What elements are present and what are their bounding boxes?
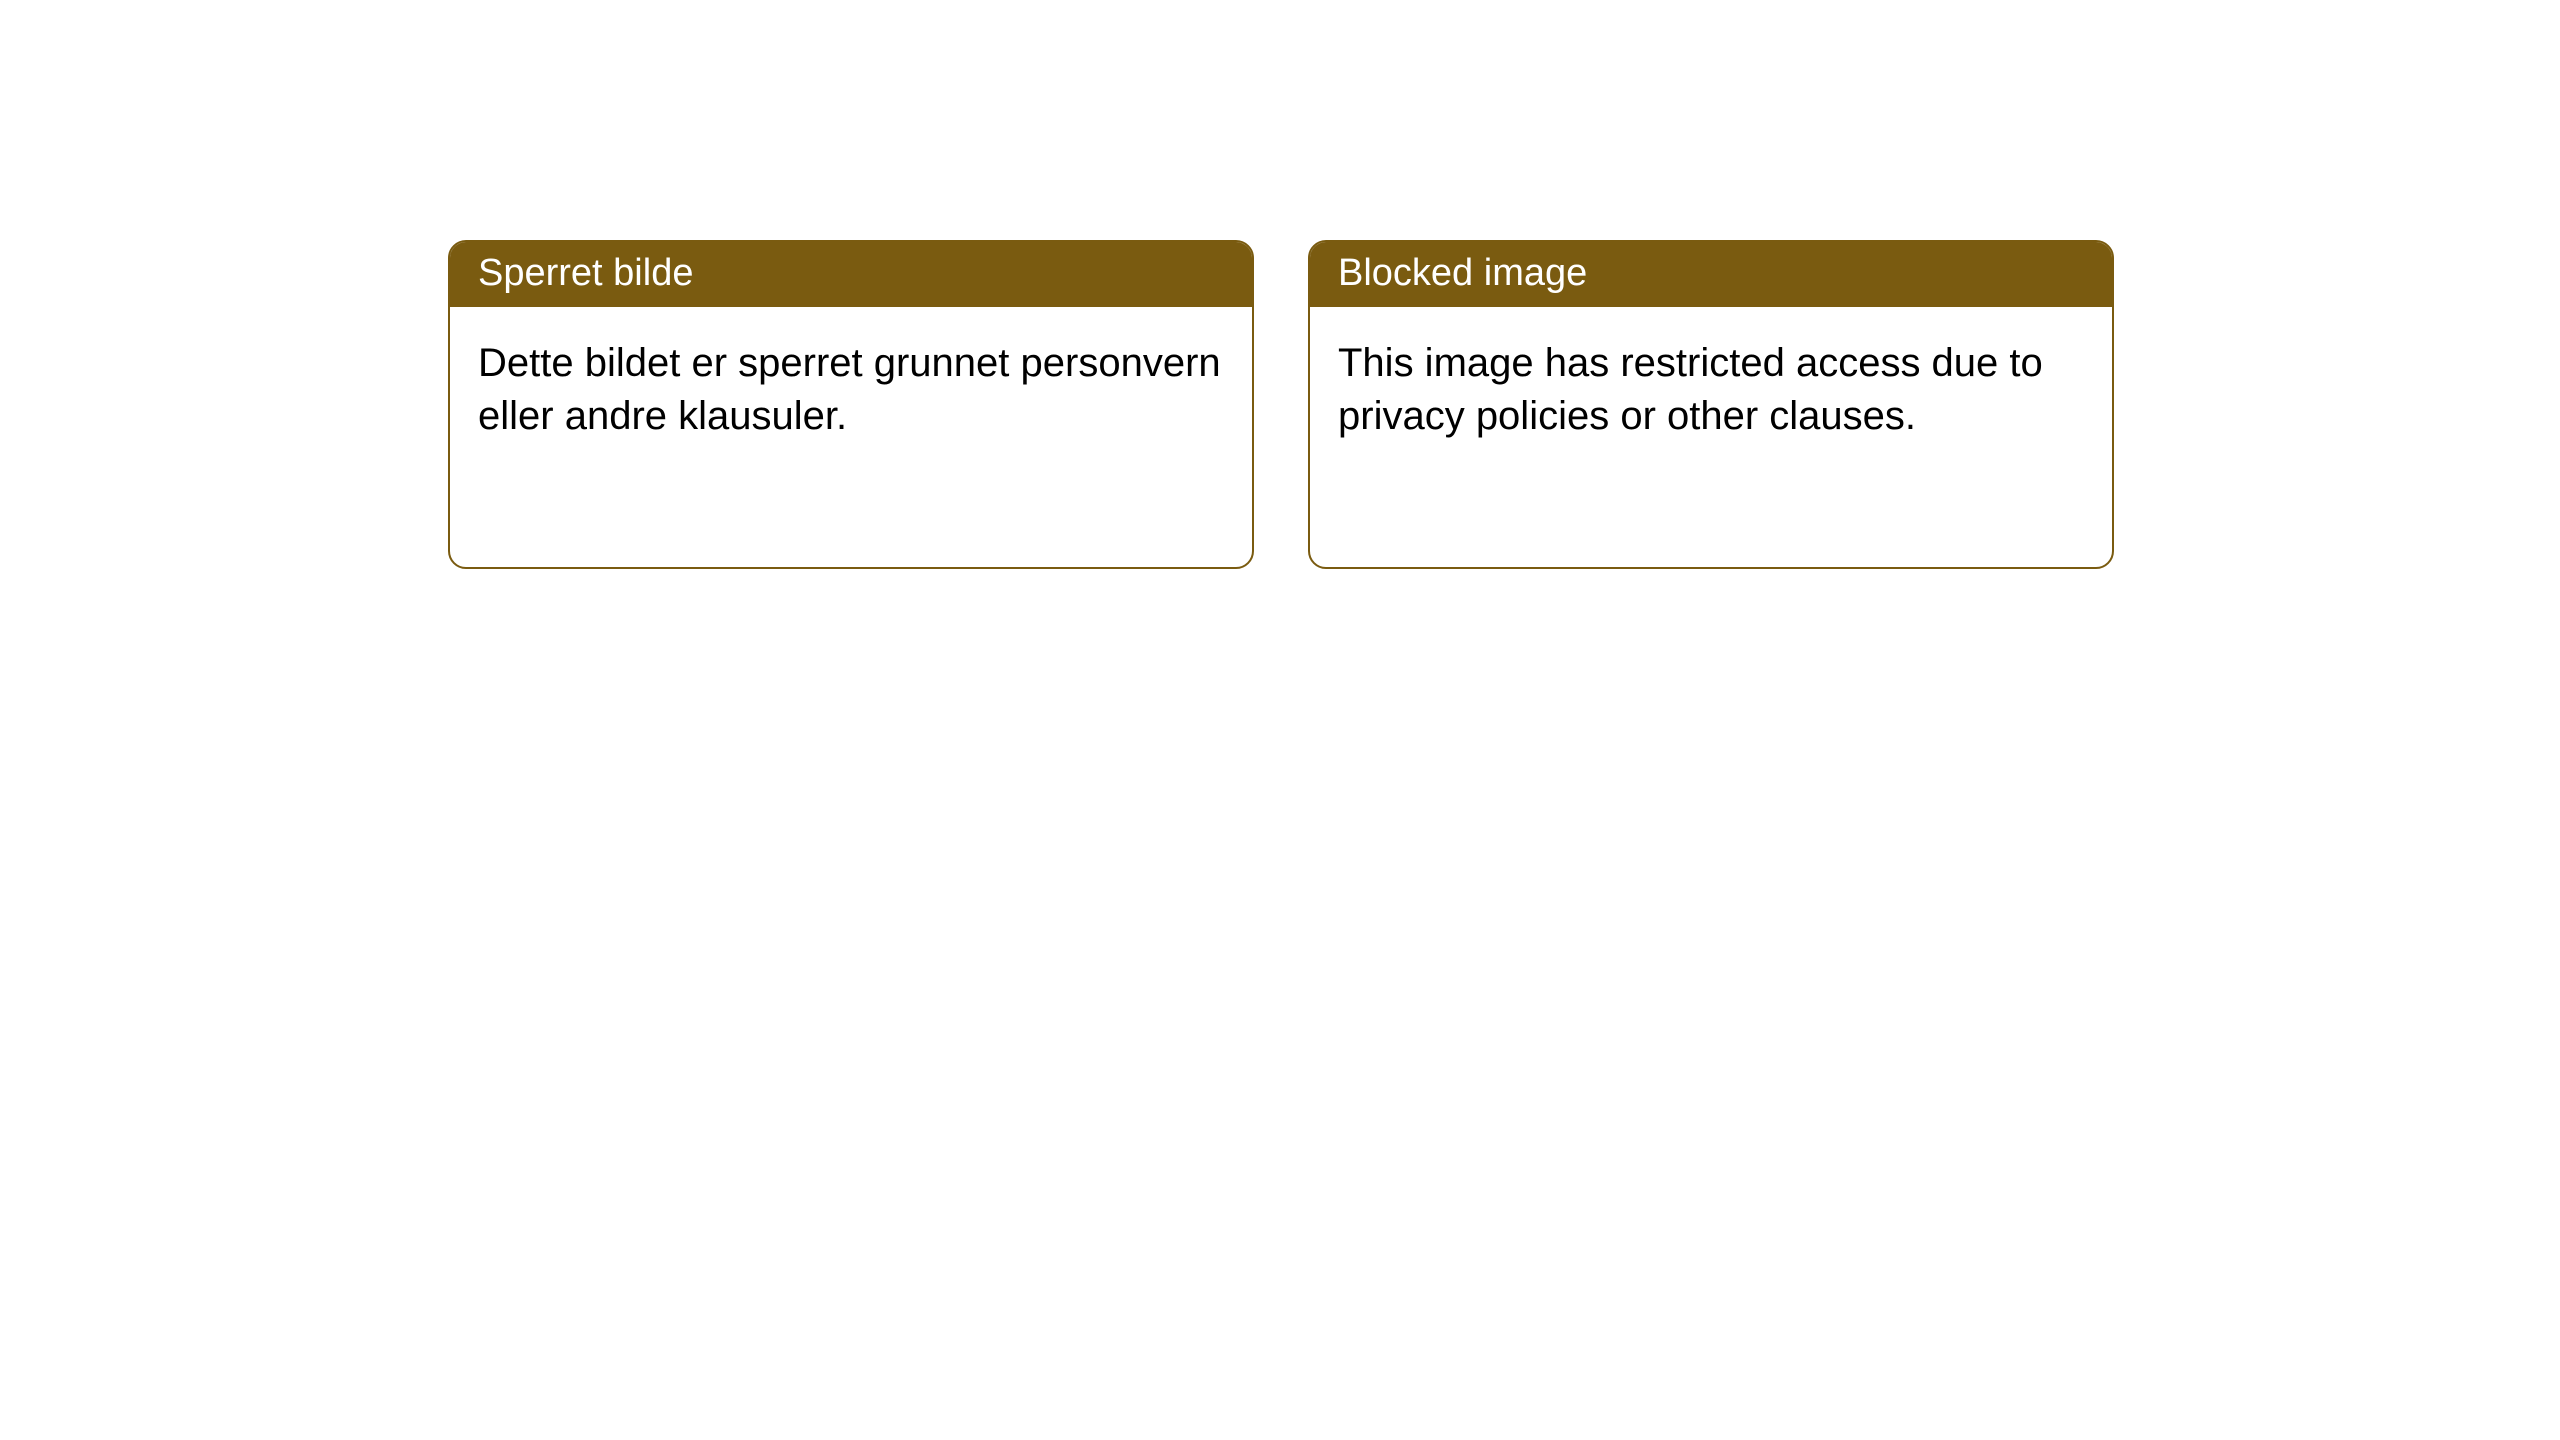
notice-card-norwegian: Sperret bilde Dette bildet er sperret gr…: [448, 240, 1254, 569]
notice-body-english: This image has restricted access due to …: [1310, 307, 2112, 567]
notice-header-english: Blocked image: [1310, 242, 2112, 307]
notice-card-english: Blocked image This image has restricted …: [1308, 240, 2114, 569]
notice-container: Sperret bilde Dette bildet er sperret gr…: [0, 0, 2560, 569]
notice-body-norwegian: Dette bildet er sperret grunnet personve…: [450, 307, 1252, 567]
notice-header-norwegian: Sperret bilde: [450, 242, 1252, 307]
